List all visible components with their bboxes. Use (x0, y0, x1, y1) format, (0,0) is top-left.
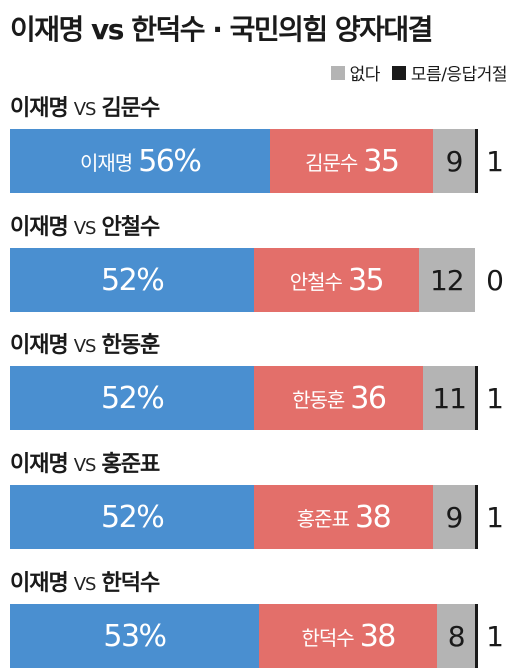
candidate-lee-name: 이재명 (10, 571, 69, 596)
unknown-value-label: 1 (486, 619, 504, 653)
stacked-bar: 52% 안철수 35 12 (10, 248, 475, 312)
unknown-segment (475, 485, 479, 549)
opponent-name: 안철수 (101, 215, 160, 240)
legend-swatch-unknown (391, 65, 406, 80)
candidate-lee-name: 이재명 (10, 215, 69, 240)
stacked-bar: 52% 한동훈 36 11 (10, 366, 479, 430)
lee-segment: 52% (10, 248, 255, 312)
unknown-segment (475, 604, 479, 668)
stacked-bar: 53% 한덕수 38 8 (10, 604, 479, 668)
opponent-segment: 한덕수 38 (258, 604, 438, 668)
candidate-lee-name: 이재명 (10, 96, 69, 121)
lee-value-label: 53% (103, 618, 167, 654)
matchup-label: 이재명 VS 한동훈 (10, 327, 160, 359)
lee-value-label: 52% (101, 499, 165, 535)
opponent-segment: 한동훈 36 (254, 366, 424, 430)
opponent-segment-name: 한덕수 (301, 625, 354, 650)
unknown-value-label: 1 (486, 381, 504, 415)
opponent-segment: 김문수 35 (270, 129, 434, 193)
stacked-bar: 52% 홍준표 38 9 (10, 485, 479, 549)
legend-label-unknown: 모름/응답거절 (410, 65, 508, 85)
none-value-label: 8 (447, 619, 466, 653)
opponent-value-label: 38 (359, 618, 397, 654)
vs-text: VS (73, 218, 97, 239)
matchup-row: 이재명 VS 안철수 52% 안철수 35 12 0 (0, 209, 511, 312)
none-segment: 9 (433, 129, 475, 193)
unknown-value-label: 1 (486, 500, 504, 534)
candidate-lee-name: 이재명 (10, 452, 69, 477)
none-value-label: 9 (445, 500, 463, 534)
none-segment: 11 (423, 366, 475, 430)
opponent-name: 홍준표 (101, 452, 160, 477)
legend-item-unknown: 모름/응답거절 (391, 60, 508, 85)
opponent-segment-name: 안철수 (289, 269, 343, 294)
legend: 없다 모름/응답거절 (319, 60, 508, 85)
matchup-row: 이재명 VS 김문수 이재명 56% 김문수 35 9 1 (0, 90, 511, 193)
opponent-value-label: 36 (350, 380, 387, 416)
matchup-row: 이재명 VS 한동훈 52% 한동훈 36 11 1 (0, 327, 511, 430)
opponent-value-label: 35 (347, 262, 385, 298)
lee-segment-name: 이재명 (80, 150, 133, 175)
unknown-segment (475, 366, 479, 430)
opponent-name: 한동훈 (101, 333, 160, 358)
matchup-label: 이재명 VS 김문수 (10, 90, 160, 122)
lee-segment: 이재명 56% (10, 129, 271, 193)
vs-text: VS (73, 574, 97, 595)
vs-text: VS (73, 455, 97, 476)
none-value-label: 12 (429, 263, 465, 297)
none-value-label: 9 (445, 144, 464, 178)
vs-text: VS (73, 99, 97, 120)
lee-value-label: 56% (138, 143, 202, 179)
none-segment: 8 (437, 604, 475, 668)
opponent-name: 한덕수 (101, 571, 160, 596)
matchup-row: 이재명 VS 홍준표 52% 홍준표 38 9 1 (0, 446, 511, 549)
opponent-name: 김문수 (101, 96, 160, 121)
matchup-label: 이재명 VS 한덕수 (10, 565, 160, 597)
lee-value-label: 52% (101, 380, 165, 416)
candidate-lee-name: 이재명 (10, 333, 69, 358)
opponent-value-label: 35 (363, 143, 400, 179)
lee-segment: 52% (10, 485, 255, 549)
opponent-segment: 홍준표 38 (254, 485, 433, 549)
legend-swatch-none (330, 65, 345, 80)
lee-segment: 52% (10, 366, 255, 430)
legend-item-none: 없다 (330, 60, 381, 85)
none-segment: 9 (432, 485, 475, 549)
unknown-value-label: 1 (486, 144, 504, 178)
matchup-row: 이재명 VS 한덕수 53% 한덕수 38 8 1 (0, 565, 511, 668)
legend-label-none: 없다 (349, 65, 381, 85)
opponent-segment-name: 홍준표 (296, 506, 350, 531)
vs-text: VS (73, 336, 97, 357)
none-value-label: 11 (432, 381, 467, 415)
chart-title: 이재명 vs 한덕수 · 국민의힘 양자대결 (10, 13, 433, 46)
lee-value-label: 52% (101, 262, 165, 298)
none-segment: 12 (418, 248, 475, 312)
opponent-segment: 안철수 35 (254, 248, 419, 312)
unknown-segment (475, 129, 479, 193)
opponent-segment-name: 김문수 (305, 150, 358, 175)
stacked-bar: 이재명 56% 김문수 35 9 (10, 129, 479, 193)
matchup-label: 이재명 VS 홍준표 (10, 446, 160, 478)
lee-segment: 53% (10, 604, 259, 668)
opponent-segment-name: 한동훈 (292, 387, 345, 412)
unknown-value-label: 0 (486, 263, 504, 297)
opponent-value-label: 38 (354, 499, 392, 535)
matchup-label: 이재명 VS 안철수 (10, 209, 160, 241)
